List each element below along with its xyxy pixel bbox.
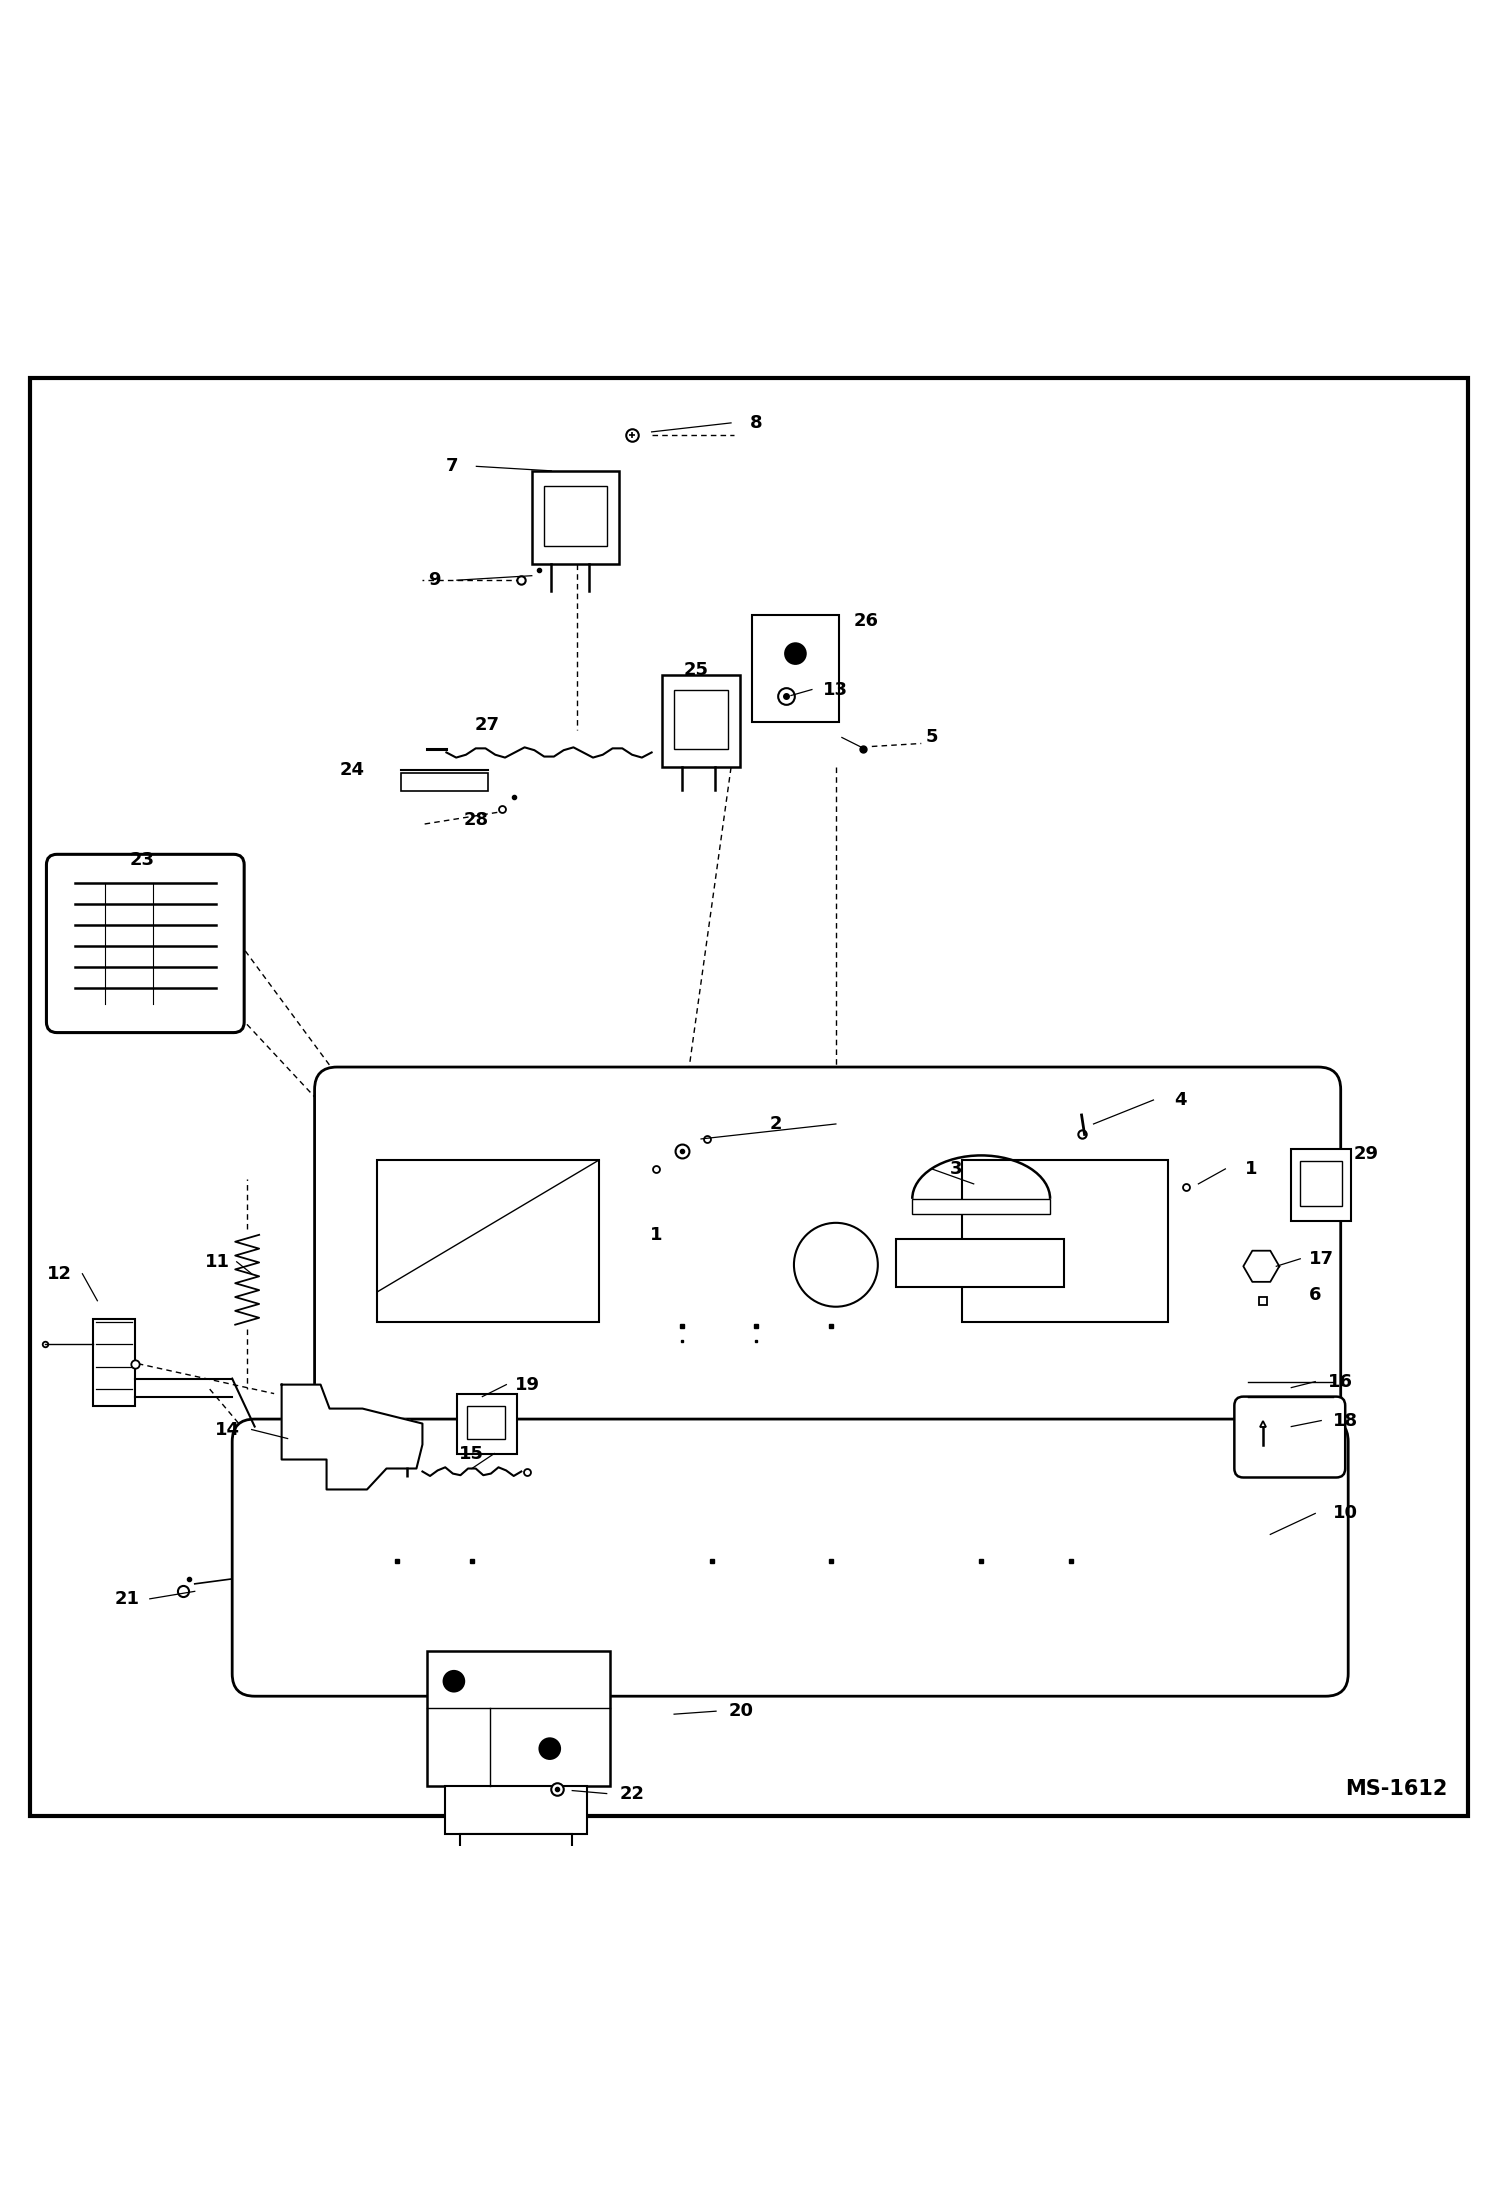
Circle shape bbox=[785, 643, 806, 665]
Text: 1: 1 bbox=[1245, 1161, 1257, 1178]
Text: 4: 4 bbox=[1174, 1090, 1186, 1108]
Circle shape bbox=[794, 1222, 878, 1308]
Bar bbox=[377, 1161, 599, 1321]
Bar bbox=[460, 1834, 572, 1876]
Bar bbox=[752, 614, 839, 722]
Text: 6: 6 bbox=[1309, 1286, 1321, 1303]
Text: 12: 12 bbox=[48, 1264, 72, 1283]
Bar bbox=[93, 1319, 135, 1406]
Text: 9: 9 bbox=[428, 570, 440, 590]
FancyBboxPatch shape bbox=[46, 853, 244, 1033]
Text: MS-1612: MS-1612 bbox=[1345, 1779, 1447, 1799]
Text: 20: 20 bbox=[730, 1703, 753, 1720]
FancyBboxPatch shape bbox=[1234, 1398, 1345, 1477]
FancyBboxPatch shape bbox=[232, 1420, 1348, 1696]
Bar bbox=[401, 774, 488, 792]
Circle shape bbox=[539, 1738, 560, 1760]
Text: 24: 24 bbox=[340, 761, 364, 779]
Text: 29: 29 bbox=[1354, 1145, 1378, 1163]
Text: 2: 2 bbox=[770, 1115, 782, 1132]
Bar bbox=[674, 689, 728, 750]
Bar bbox=[1291, 1150, 1351, 1222]
Text: 28: 28 bbox=[464, 812, 488, 829]
Bar bbox=[662, 674, 740, 768]
Bar bbox=[457, 1393, 517, 1452]
Circle shape bbox=[443, 1672, 464, 1692]
Text: 5: 5 bbox=[926, 728, 938, 746]
Text: 17: 17 bbox=[1309, 1251, 1333, 1268]
Text: 19: 19 bbox=[515, 1376, 539, 1393]
Bar bbox=[1300, 1161, 1342, 1207]
Bar bbox=[544, 485, 607, 546]
Bar bbox=[912, 1198, 1050, 1213]
Text: 27: 27 bbox=[475, 717, 499, 735]
Text: 10: 10 bbox=[1333, 1505, 1357, 1523]
Text: 21: 21 bbox=[115, 1591, 139, 1608]
Bar bbox=[445, 1786, 587, 1834]
Bar bbox=[532, 472, 619, 564]
Text: 25: 25 bbox=[685, 660, 709, 680]
Bar bbox=[962, 1161, 1168, 1321]
Bar bbox=[427, 1652, 610, 1786]
Text: 8: 8 bbox=[750, 415, 762, 432]
Text: 15: 15 bbox=[460, 1444, 484, 1463]
Text: 22: 22 bbox=[620, 1784, 644, 1803]
Text: 16: 16 bbox=[1329, 1373, 1353, 1391]
FancyBboxPatch shape bbox=[315, 1066, 1341, 1463]
Text: 14: 14 bbox=[216, 1420, 240, 1439]
Text: 1: 1 bbox=[650, 1226, 662, 1244]
Text: 23: 23 bbox=[130, 851, 154, 869]
Text: 7: 7 bbox=[446, 456, 458, 476]
Text: 11: 11 bbox=[205, 1253, 229, 1270]
Text: 26: 26 bbox=[854, 612, 878, 630]
Text: 18: 18 bbox=[1333, 1411, 1357, 1430]
Bar bbox=[467, 1406, 505, 1439]
Text: 13: 13 bbox=[824, 680, 848, 698]
Text: 3: 3 bbox=[950, 1161, 962, 1178]
Polygon shape bbox=[282, 1384, 422, 1490]
Bar bbox=[896, 1240, 1064, 1288]
